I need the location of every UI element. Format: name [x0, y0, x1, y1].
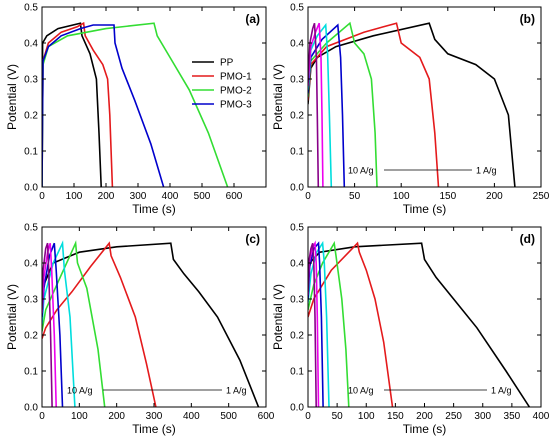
legend: PP PMO-1 PMO-2 PMO-3 [192, 58, 252, 111]
legend-label: PP [220, 58, 234, 69]
x-tick-label: 350 [504, 411, 521, 422]
series-line-2 [42, 21, 114, 187]
x-tick-label: 300 [146, 411, 163, 422]
series-line-2 [308, 241, 394, 407]
panel-label: (a) [245, 12, 260, 26]
x-tick-label: 250 [533, 191, 550, 202]
y-axis-label: Potential (V) [5, 64, 19, 130]
series-line-6 [308, 22, 324, 187]
y-tick-label: 0.3 [24, 75, 38, 86]
x-tick-label: 100 [393, 191, 410, 202]
x-tick-label: 0 [39, 411, 45, 422]
y-tick-label: 0.2 [290, 111, 304, 122]
legend-label: PMO-1 [220, 72, 252, 83]
x-tick-label: 300 [474, 411, 491, 422]
y-tick-label: 0.4 [290, 39, 304, 50]
y-tick-label: 0.0 [24, 183, 38, 194]
panel-label: (d) [520, 232, 535, 246]
x-tick-label: 500 [220, 411, 237, 422]
series-line-4 [42, 24, 165, 187]
x-tick-label: 50 [349, 191, 361, 202]
annotation-right: 1 A/g [491, 386, 512, 396]
panel-label: (c) [245, 232, 260, 246]
plot-frame [41, 6, 267, 188]
y-axis-label: Potential (V) [271, 64, 285, 130]
x-tick-label: 400 [162, 191, 179, 202]
x-tick-label: 250 [445, 411, 462, 422]
series-line-4 [308, 23, 346, 187]
y-tick-label: 0.4 [24, 39, 38, 50]
x-tick-label: 200 [416, 411, 433, 422]
y-tick-label: 0.2 [24, 111, 38, 122]
x-tick-label: 200 [486, 191, 503, 202]
x-tick-label: 100 [66, 191, 83, 202]
x-axis-label: Time (s) [132, 202, 176, 216]
y-tick-label: 0.1 [290, 147, 304, 158]
y-tick-label: 0.3 [290, 295, 304, 306]
series-line-2 [308, 22, 440, 187]
annotation-left: 10 A/g [348, 386, 374, 396]
series-line-3 [42, 22, 229, 187]
annotation-right: 1 A/g [226, 386, 247, 396]
y-tick-label: 0.4 [290, 259, 304, 270]
x-tick-label: 150 [439, 191, 456, 202]
series-line-7 [308, 242, 317, 407]
x-tick-label: 50 [332, 411, 344, 422]
y-tick-label: 0.1 [24, 147, 38, 158]
y-tick-label: 0.3 [24, 295, 38, 306]
y-tick-label: 0.0 [290, 183, 304, 194]
x-tick-label: 150 [387, 411, 404, 422]
annotation-left: 10 A/g [67, 386, 93, 396]
panel-label: (b) [520, 12, 535, 26]
y-tick-label: 0.0 [290, 403, 304, 414]
x-tick-label: 0 [305, 411, 311, 422]
y-tick-label: 0.4 [24, 259, 38, 270]
x-axis-label: Time (s) [403, 422, 447, 436]
chart-panel-3: 0 100 200 300 400 500 600 0.0 0.1 0.2 0.3 0.4 0.5 Tim… [5, 223, 275, 437]
chart-panel-2: 0 50 100 150 200 250 0.0 0.1 0.2 0.3 0.4 0.5 Time (s… [271, 3, 550, 217]
series-line-1 [42, 22, 102, 187]
x-axis-label: Time (s) [132, 422, 176, 436]
series-line-1 [308, 242, 531, 407]
x-tick-label: 400 [183, 411, 200, 422]
annotation-right: 1 A/g [476, 166, 497, 176]
series-line-6 [42, 242, 57, 407]
x-tick-label: 600 [226, 191, 243, 202]
y-tick-label: 0.1 [24, 367, 38, 378]
legend-label: PMO-3 [220, 100, 252, 111]
x-tick-label: 200 [108, 411, 125, 422]
x-tick-label: 300 [130, 191, 147, 202]
y-tick-label: 0.1 [290, 367, 304, 378]
y-axis-label: Potential (V) [271, 284, 285, 350]
x-tick-label: 400 [533, 411, 550, 422]
series-line-4 [308, 240, 330, 407]
y-axis-label: Potential (V) [5, 284, 19, 350]
series-line-3 [42, 240, 106, 407]
chart-panel-1: 0 100 200 300 400 500 600 0.0 0.1 0.2 0.3 0.4 0.5 Tim… [5, 3, 267, 216]
series-line-3 [308, 240, 350, 407]
series-line-7 [42, 242, 53, 407]
y-tick-label: 0.0 [24, 403, 38, 414]
x-tick-label: 200 [98, 191, 115, 202]
y-tick-label: 0.3 [290, 75, 304, 86]
x-tick-label: 0 [305, 191, 311, 202]
legend-label: PMO-2 [220, 86, 252, 97]
y-tick-label: 0.5 [24, 223, 38, 234]
y-tick-label: 0.2 [24, 331, 38, 342]
y-tick-label: 0.2 [290, 331, 304, 342]
x-tick-label: 100 [358, 411, 375, 422]
x-tick-label: 100 [71, 411, 88, 422]
x-tick-label: 0 [39, 191, 45, 202]
plot-frame [307, 6, 542, 188]
annotation-left: 10 A/g [348, 166, 374, 176]
y-tick-label: 0.5 [290, 223, 304, 234]
y-tick-label: 0.5 [24, 3, 38, 14]
series-line-5 [308, 22, 333, 187]
x-tick-label: 500 [194, 191, 211, 202]
x-axis-label: Time (s) [403, 202, 447, 216]
chart-panel-4: 0 50 100 150 200 250 300 350 400 0.0 0.1 0.2 0.3 0.4 0… [271, 223, 550, 437]
y-tick-label: 0.5 [290, 3, 304, 14]
x-tick-label: 600 [258, 411, 275, 422]
